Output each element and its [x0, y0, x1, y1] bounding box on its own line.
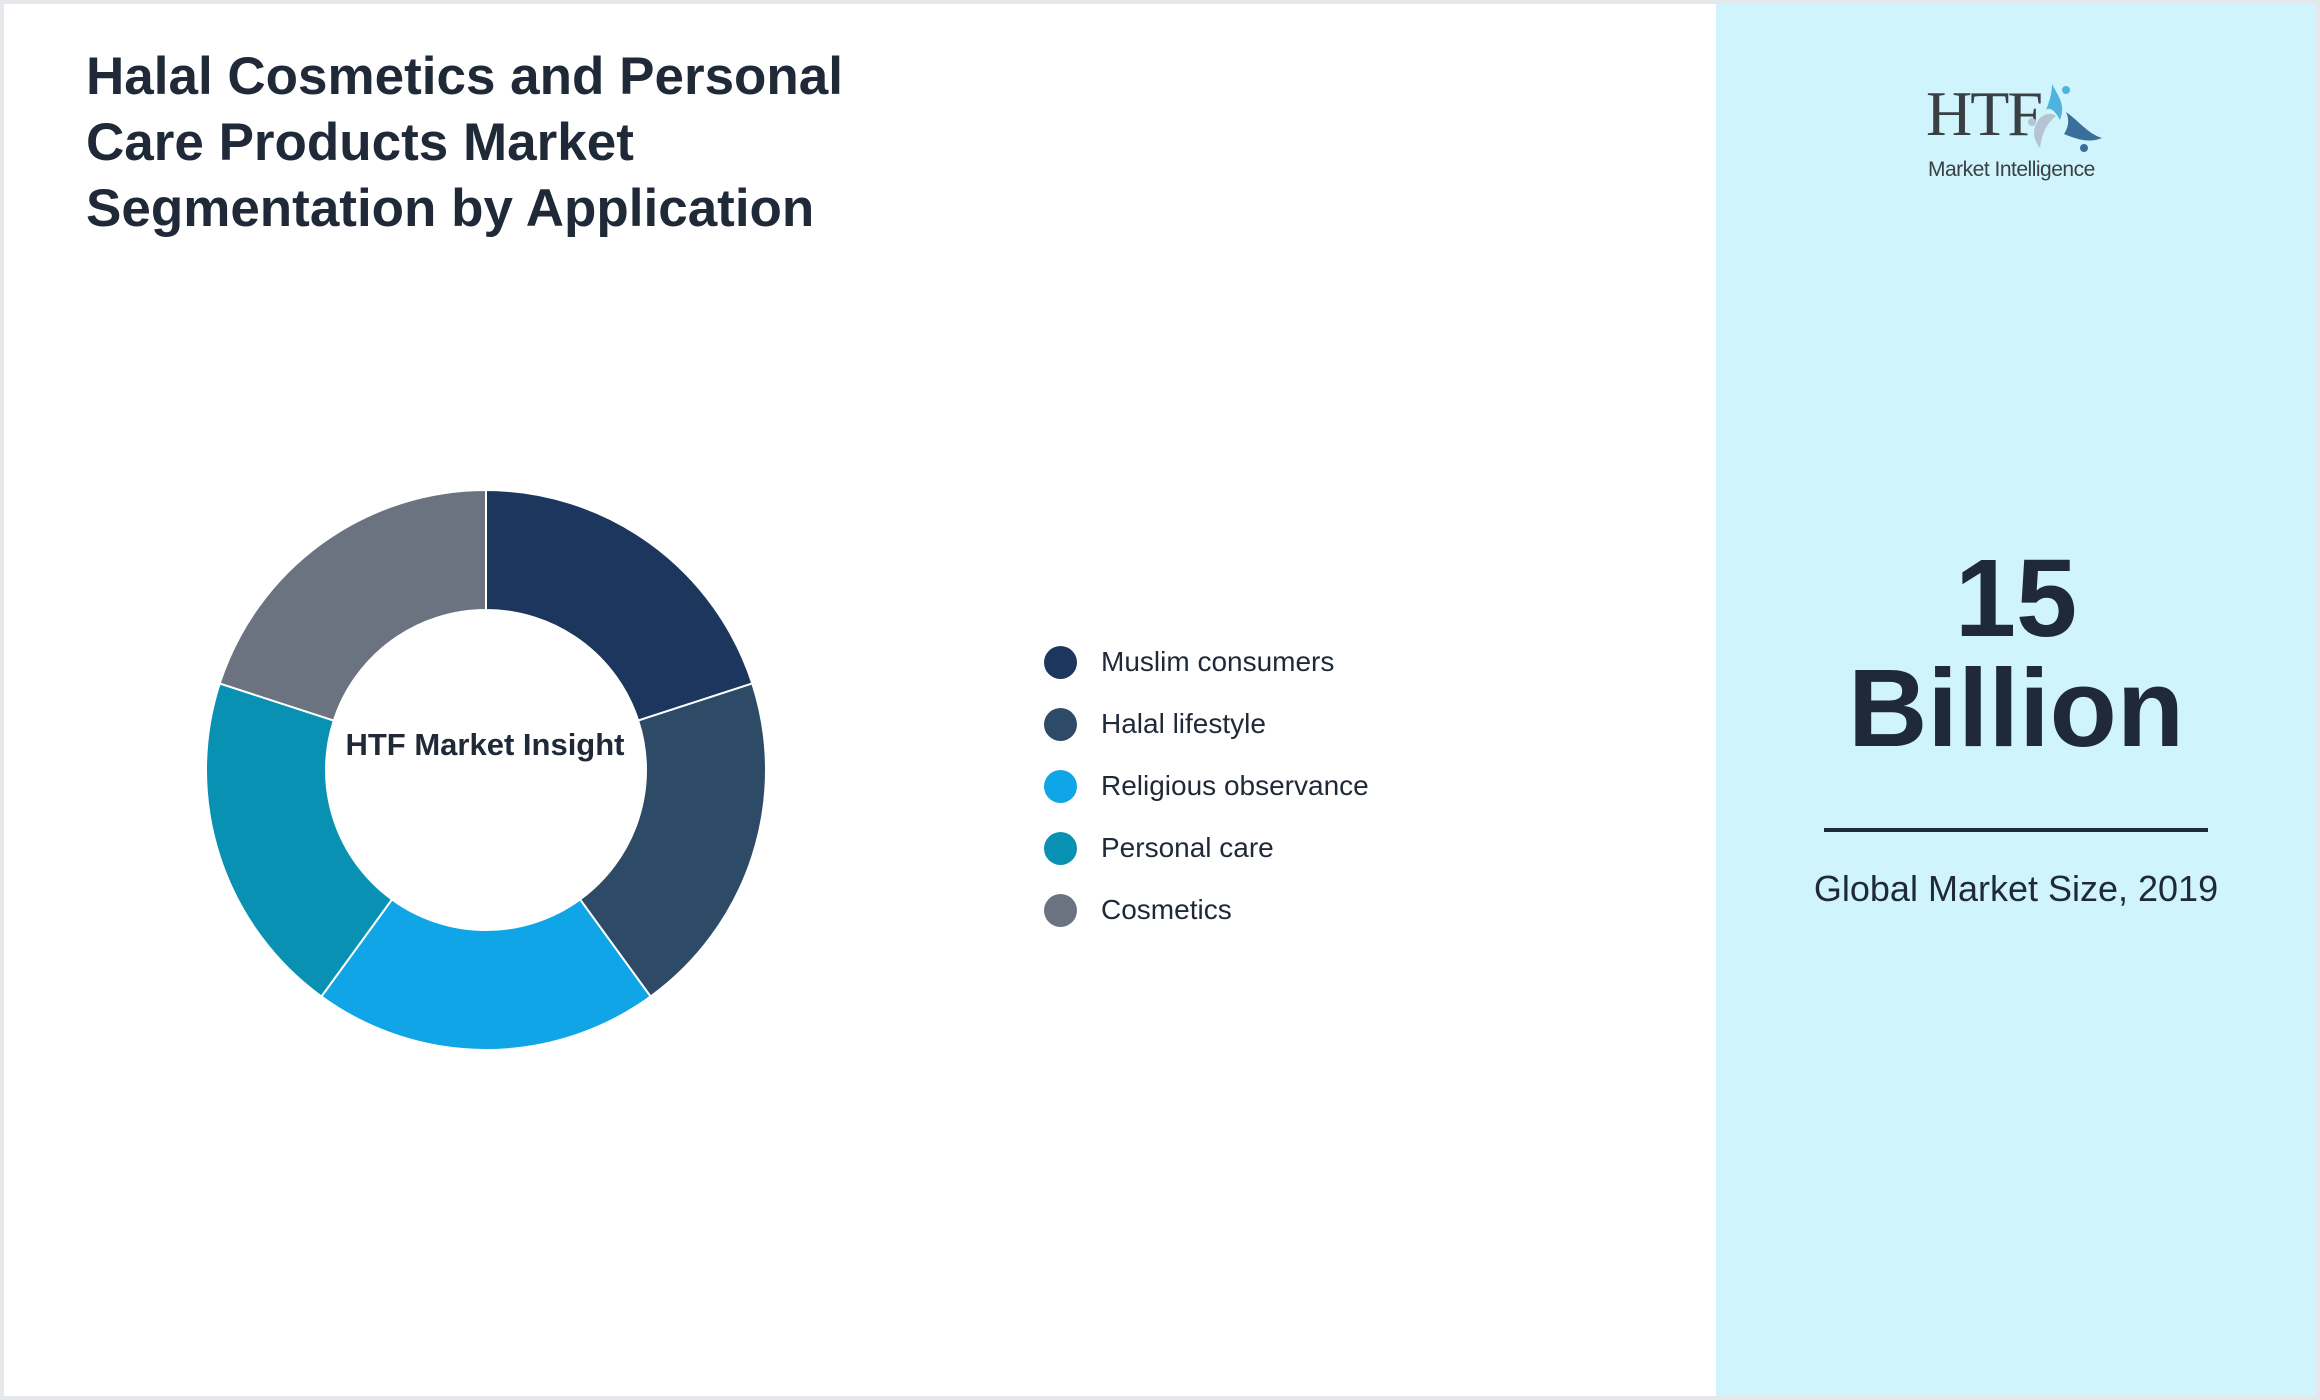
- legend-item: Personal care: [1044, 817, 1369, 879]
- market-size-unit: Billion: [1847, 647, 2185, 770]
- market-size-caption: Global Market Size, 2019: [1813, 868, 2219, 909]
- donut-center-label: HTF Market Insight: [345, 727, 625, 762]
- logo-sub-text: Market Intelligence: [1928, 158, 2095, 181]
- donut-slice-personal-care: [205, 682, 394, 998]
- donut-slice-religious-observance: [320, 898, 652, 1052]
- legend-dot-icon: [1044, 831, 1077, 865]
- donut-chart: [205, 488, 767, 1052]
- divider: [1824, 828, 2208, 832]
- legend-label: Religious observance: [1101, 770, 1369, 801]
- legend-dot-icon: [1044, 893, 1077, 927]
- donut-slice-cosmetics: [218, 488, 487, 722]
- legend-item: Halal lifestyle: [1044, 693, 1369, 755]
- legend-label: Personal care: [1101, 832, 1274, 863]
- market-size-value: 15: [1954, 537, 2078, 660]
- donut-slice-halal-lifestyle: [578, 682, 767, 998]
- chart-title: Halal Cosmetics and Personal Care Produc…: [86, 47, 844, 238]
- htf-people-circle-logo-icon: [2028, 84, 2102, 152]
- legend-label: Cosmetics: [1101, 894, 1232, 925]
- chart-legend: Muslim consumers Halal lifestyle Religio…: [1044, 631, 1369, 941]
- legend-dot-icon: [1044, 769, 1077, 803]
- donut-slice-muslim-consumers: [485, 488, 754, 722]
- legend-dot-icon: [1044, 707, 1077, 741]
- legend-item: Cosmetics: [1044, 879, 1369, 941]
- infographic-card: Halal Cosmetics and Personal Care Produc…: [4, 4, 2316, 1396]
- legend-label: Halal lifestyle: [1101, 708, 1266, 739]
- market-size-panel: HTF Market Intelligence 15 Billion Globa…: [1716, 4, 2316, 1396]
- legend-label: Muslim consumers: [1101, 646, 1335, 677]
- legend-item: Religious observance: [1044, 755, 1369, 817]
- chart-panel: Halal Cosmetics and Personal Care Produc…: [4, 4, 1716, 1396]
- legend-item: Muslim consumers: [1044, 631, 1369, 693]
- legend-dot-icon: [1044, 645, 1077, 679]
- htf-logo: HTF Market Intelligence: [1926, 82, 2116, 192]
- logo-main-text: HTF: [1926, 78, 2043, 149]
